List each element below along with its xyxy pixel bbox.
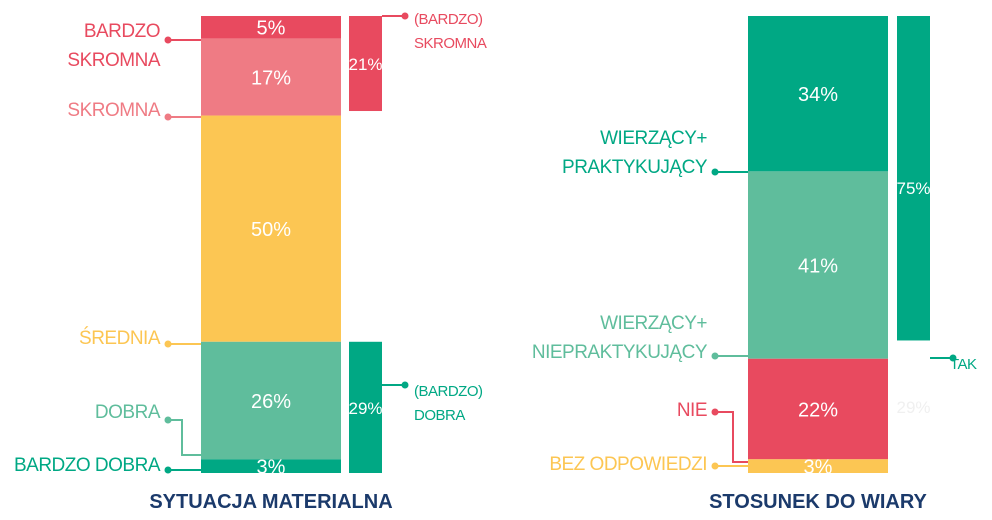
category-label: NIE (676, 400, 708, 421)
bar-segment (748, 459, 888, 473)
connector-dot (164, 36, 172, 44)
category-label: BARDZO SKROMNA (67, 21, 160, 71)
group-bar (897, 340, 930, 473)
segment-label: 3% (804, 456, 833, 478)
connector (715, 411, 748, 463)
group-label: TAK (950, 356, 977, 373)
segment-label: 50% (251, 219, 291, 241)
connector-dot (711, 168, 719, 176)
bar-segment (201, 341, 341, 460)
connector-dot (164, 416, 172, 424)
bar-segment (201, 16, 341, 39)
connector-dot (711, 352, 719, 360)
group-value-label: 75% (896, 179, 930, 198)
group-value-label: 29% (348, 399, 382, 418)
segment-label: 41% (798, 255, 838, 277)
bar-segment (748, 171, 888, 359)
segment-label: 17% (251, 67, 291, 89)
segment-label: 3% (257, 456, 286, 478)
bar-segment (748, 16, 888, 172)
category-label: BARDZO DOBRA (13, 455, 161, 476)
category-label: WIERZĄCY+ PRAKTYKUJĄCY (562, 128, 707, 178)
category-label: SKROMNA (67, 100, 160, 121)
group-label: (BARDZO) DOBRA (414, 383, 483, 424)
bar-segment (201, 459, 341, 473)
connector-dot (164, 340, 172, 348)
connector (168, 419, 201, 456)
group-bar (349, 341, 382, 473)
chart-title: SYTUACJA MATERIALNA (149, 491, 392, 513)
connector-dot (401, 381, 409, 389)
category-label: DOBRA (94, 402, 161, 423)
group-bar (349, 16, 382, 112)
connector-dot (164, 113, 172, 121)
group-bar (897, 16, 930, 359)
category-label: ŚREDNIA (79, 328, 160, 349)
segment-label: 22% (798, 399, 838, 421)
group-label: (BARDZO) SKROMNA (414, 11, 487, 52)
connector-dot (711, 408, 719, 416)
bar-segment (748, 358, 888, 460)
segment-label: 26% (251, 391, 291, 413)
bar-segment (201, 115, 341, 342)
group-value-label: 21% (348, 55, 382, 74)
category-label: BEZ ODPOWIEDZI (549, 454, 707, 475)
group-value-label: 29% (896, 398, 930, 417)
connector-dot (711, 462, 719, 470)
segment-label: 34% (798, 84, 838, 106)
connector-dot (401, 12, 409, 20)
segment-label: 5% (257, 18, 286, 40)
connector-dot (949, 354, 957, 362)
category-label: WIERZĄCY+ NIEPRAKTYKUJĄCY (531, 313, 708, 363)
chart-title: STOSUNEK DO WIARY (709, 491, 927, 513)
bar-segment (201, 38, 341, 116)
connector-dot (164, 466, 172, 474)
